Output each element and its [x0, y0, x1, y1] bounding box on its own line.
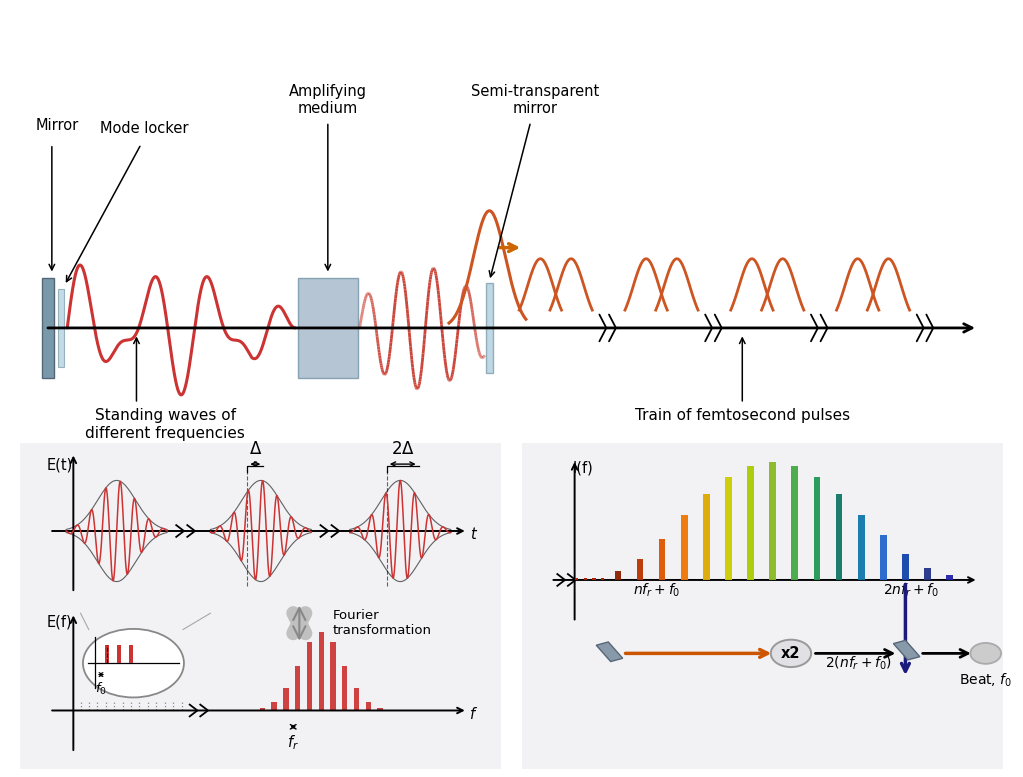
Text: $2\Delta$: $2\Delta$	[391, 440, 414, 458]
Polygon shape	[596, 642, 623, 661]
Text: $f_r$: $f_r$	[287, 733, 299, 752]
Bar	[330, 643, 336, 710]
Text: I(f): I(f)	[572, 461, 593, 476]
Bar	[298, 277, 358, 378]
Bar	[858, 515, 864, 580]
Bar	[342, 666, 348, 710]
Bar	[365, 702, 371, 710]
Bar	[584, 578, 587, 580]
Bar	[747, 466, 754, 580]
Bar	[104, 645, 109, 663]
Bar	[880, 535, 887, 580]
Bar	[725, 476, 731, 580]
Bar	[769, 462, 776, 580]
Bar	[813, 476, 820, 580]
Bar	[295, 666, 301, 710]
Bar	[307, 643, 312, 710]
Bar	[318, 632, 324, 710]
Bar	[681, 515, 687, 580]
Bar	[271, 702, 277, 710]
FancyBboxPatch shape	[515, 438, 1010, 774]
Bar	[260, 708, 265, 710]
Text: Mode locker: Mode locker	[100, 121, 188, 136]
Text: Semi-transparent
mirror: Semi-transparent mirror	[472, 84, 599, 116]
Bar	[659, 538, 666, 580]
Text: $\Delta$: $\Delta$	[249, 440, 262, 458]
Bar	[486, 284, 493, 372]
Polygon shape	[893, 640, 920, 660]
Text: $2nf_r + f_0$: $2nf_r + f_0$	[883, 582, 939, 599]
Text: Amplifying
medium: Amplifying medium	[288, 84, 367, 116]
Circle shape	[83, 629, 184, 698]
Text: $nf_r + f_0$: $nf_r + f_0$	[632, 582, 680, 599]
Bar	[602, 578, 605, 580]
Bar	[946, 575, 953, 580]
Text: Fourier
transformation: Fourier transformation	[332, 609, 432, 637]
Bar	[703, 494, 710, 580]
Text: Standing waves of
different frequencies: Standing waves of different frequencies	[85, 408, 246, 441]
Bar	[615, 570, 621, 580]
FancyBboxPatch shape	[13, 438, 508, 774]
Bar	[592, 578, 595, 580]
Text: x2: x2	[782, 646, 801, 661]
Bar	[575, 578, 578, 580]
Text: $f_0$: $f_0$	[95, 681, 106, 696]
Bar	[377, 708, 383, 710]
Bar	[42, 277, 54, 378]
Text: t: t	[470, 527, 476, 542]
Text: Beat, $f_0$: Beat, $f_0$	[960, 671, 1013, 688]
Text: E(t): E(t)	[47, 458, 74, 472]
Text: $2(nf_r + f_0)$: $2(nf_r + f_0)$	[825, 655, 892, 672]
Text: f: f	[470, 706, 475, 722]
Bar	[924, 568, 931, 580]
Bar	[792, 466, 798, 580]
Circle shape	[971, 643, 1002, 664]
Bar	[57, 289, 64, 367]
Text: Train of femtosecond pulses: Train of femtosecond pulses	[634, 408, 850, 423]
Bar	[129, 645, 133, 663]
Text: Mirror: Mirror	[36, 117, 79, 133]
Bar	[836, 494, 842, 580]
Bar	[902, 554, 908, 580]
Text: E(f): E(f)	[47, 614, 73, 629]
Bar	[117, 645, 121, 663]
Circle shape	[770, 639, 811, 667]
Bar	[283, 688, 288, 710]
Bar	[636, 559, 643, 580]
Bar	[354, 688, 359, 710]
